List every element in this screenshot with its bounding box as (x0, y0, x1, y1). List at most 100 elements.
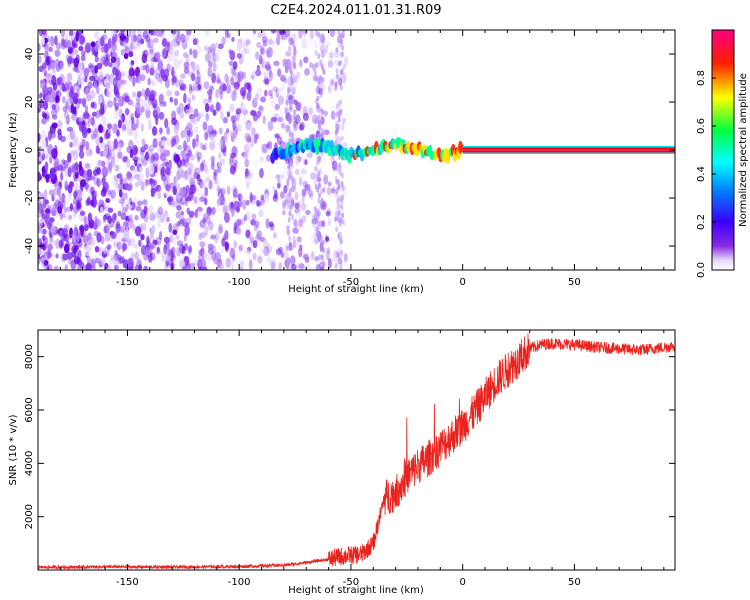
spectrogram-cell (316, 208, 320, 215)
spectrogram-cell (134, 159, 138, 167)
spectrogram-cell (287, 50, 291, 57)
spectrogram-cell (72, 238, 78, 246)
spectrogram-cell (263, 193, 270, 203)
spectrogram-cell (297, 261, 304, 270)
spectrogram-cell (340, 51, 344, 58)
spectrogram-cell (180, 169, 185, 179)
spectrogram-cell (317, 220, 323, 228)
spectrogram-cell (114, 249, 118, 256)
spectrogram-cell (165, 250, 172, 261)
spectrogram-cell (277, 68, 282, 77)
spectrogram-cell (334, 59, 339, 67)
spectrogram-cell (339, 237, 343, 244)
spectrogram-cell (125, 170, 132, 181)
spectrogram-cell (298, 30, 303, 39)
spectrogram-cell (112, 123, 118, 134)
spectrogram-cell (121, 79, 127, 85)
spectrogram-cell (124, 44, 129, 50)
spectrogram-cell (78, 166, 84, 177)
spectrogram-cell (288, 210, 292, 217)
spectrogram-cell (43, 188, 48, 200)
spectrogram-cell (329, 30, 335, 38)
spectrogram-cell (184, 170, 188, 180)
spectrogram-cell (129, 218, 134, 229)
spectrogram-cell (189, 153, 195, 161)
spectrogram-cell (43, 100, 49, 111)
spectrogram-cell (66, 97, 72, 103)
colorbar: 0.0 0.2 0.4 0.6 0.8 Normalized spectral ampl… (696, 29, 749, 278)
spectrogram-cell (289, 65, 293, 72)
spectrogram-cell (334, 262, 338, 269)
spectrogram-cell (197, 253, 205, 262)
spectrogram-cell (249, 140, 254, 148)
spectrogram-cell (319, 188, 323, 195)
spectrogram-cell (296, 236, 302, 243)
spectrogram-cell (134, 55, 138, 64)
spectrogram-cell (262, 115, 266, 125)
spectrogram-cell (46, 250, 52, 259)
spectrogram-cell (188, 262, 196, 270)
spectrogram-cell (156, 147, 163, 154)
spectrogram-cell (139, 166, 143, 173)
spectrogram-cell (316, 168, 320, 175)
spectrogram-cell (63, 159, 69, 169)
spectrogram-cell (286, 256, 290, 263)
spectrogram-cell (114, 184, 120, 195)
spectrogram-cell (67, 214, 73, 220)
spectrogram-cell (197, 259, 203, 270)
spectrogram-cell (134, 214, 139, 221)
spectrogram-cell (38, 205, 41, 212)
spectrogram-cell (294, 202, 300, 209)
spectrogram-cell (76, 202, 82, 212)
spectrogram-cell (328, 60, 333, 69)
spectrogram-cell (191, 94, 196, 101)
spectrogram-cell (291, 179, 295, 186)
spectrogram-cell (234, 71, 241, 82)
spectrogram-cell (244, 132, 251, 143)
spectrogram-cell (69, 94, 75, 105)
spectrogram-cell (119, 226, 125, 233)
spectrogram-cell (168, 162, 173, 169)
spectrogram-cell (285, 125, 289, 132)
spectrogram-cell (286, 99, 290, 106)
spectrogram-cell (175, 234, 180, 240)
spectrogram-cell (84, 112, 90, 118)
spectrogram-cell (107, 41, 112, 49)
spectrogram-cell (318, 155, 322, 162)
spectrogram-cell (320, 132, 324, 139)
spectrogram-cell (139, 150, 145, 156)
spectrogram-cell (62, 253, 68, 261)
spectrogram-cell (115, 70, 122, 81)
spectrogram-cell (166, 126, 170, 136)
spectrogram-cell (252, 252, 257, 261)
spectrogram-cell (248, 235, 256, 243)
spectrogram-cell (84, 43, 91, 54)
snr-x-tick-label: 0 (459, 577, 465, 588)
spectrogram-cell (222, 135, 228, 144)
spectrogram-cell (86, 168, 93, 178)
spectrogram-cell (124, 95, 130, 103)
spectrogram-cell (256, 41, 262, 48)
spectrogram-cell (301, 194, 305, 204)
spectrogram-cell (196, 71, 201, 83)
spectrogram-cell (93, 82, 98, 90)
spectrogram-cell (327, 257, 332, 269)
spectrogram-cell (113, 253, 120, 261)
spectrogram-cell (315, 173, 319, 180)
spectrogram-cell (90, 237, 96, 247)
spectrogram-cell (334, 81, 338, 88)
spectrogram-cell (199, 162, 205, 172)
spectrogram-cell (106, 123, 113, 130)
spectrogram-cell (171, 117, 177, 126)
spectrogram-cell (103, 247, 108, 255)
spectrogram-cell (51, 103, 57, 110)
spectrogram-cell (239, 260, 245, 269)
spectrogram-cell (331, 185, 336, 192)
spectrogram-cell (255, 199, 260, 208)
spectrogram-cell (58, 60, 64, 70)
spectrogram-cell (311, 214, 316, 225)
spectrogram-cell (335, 135, 339, 142)
spectrogram-cell (287, 191, 291, 198)
spectrogram-cell (129, 238, 135, 248)
spectrogram-cell (71, 115, 77, 121)
